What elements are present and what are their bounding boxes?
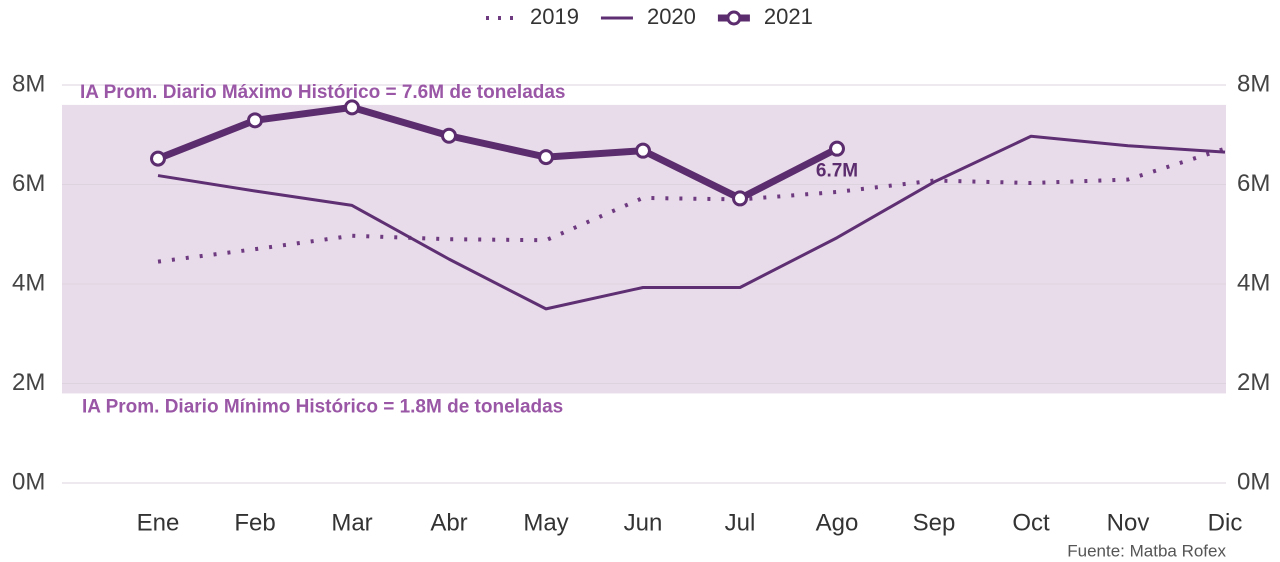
y-tick-label: 4M	[12, 269, 45, 296]
x-tick-label: May	[523, 509, 568, 536]
line-2021	[156, 103, 839, 202]
marker	[732, 190, 748, 207]
y-tick-label: 6M	[12, 170, 45, 197]
marker	[441, 127, 457, 144]
source: Fuente: Matba Rofex	[1067, 541, 1226, 560]
band-low-label: IA Prom. Diario Mínimo Histórico = 1.8M …	[82, 396, 563, 417]
x-tick-label: Abr	[430, 509, 467, 536]
y-tick-label: 0M	[12, 468, 45, 495]
y-tick-label: 2M	[12, 369, 45, 396]
x-tick-label: Ene	[137, 509, 180, 536]
marker	[635, 142, 651, 159]
y-tick-label: 8M	[12, 70, 45, 97]
x-tick-label: Ago	[816, 509, 859, 536]
y2-tick-label: 0M	[1237, 468, 1270, 495]
y2-tick-label: 8M	[1237, 70, 1270, 97]
marker	[247, 112, 263, 129]
x-tick-label: Sep	[913, 509, 956, 536]
x-tick-label: Feb	[234, 509, 275, 536]
legend-label: 2021	[764, 4, 813, 29]
x-tick-label: Oct	[1012, 509, 1050, 536]
data-label: 6.7M	[816, 161, 858, 182]
x-tick-label: Dic	[1208, 509, 1243, 536]
x-tick-label: Nov	[1107, 509, 1150, 536]
legend-label: 2019	[530, 4, 579, 29]
band-high-label: IA Prom. Diario Máximo Histórico = 7.6M …	[80, 82, 566, 103]
marker	[150, 150, 166, 167]
y2-tick-label: 2M	[1237, 369, 1270, 396]
line-2020	[157, 134, 1226, 311]
marker	[829, 140, 845, 157]
legend-marker	[726, 10, 742, 26]
marker	[344, 99, 360, 116]
y2-tick-label: 4M	[1237, 269, 1270, 296]
x-tick-label: Mar	[331, 509, 372, 536]
legend-label: 2020	[647, 4, 696, 29]
x-tick-label: Jul	[725, 509, 756, 536]
marker	[538, 149, 554, 166]
y2-tick-label: 6M	[1237, 170, 1270, 197]
x-tick-label: Jun	[624, 509, 663, 536]
